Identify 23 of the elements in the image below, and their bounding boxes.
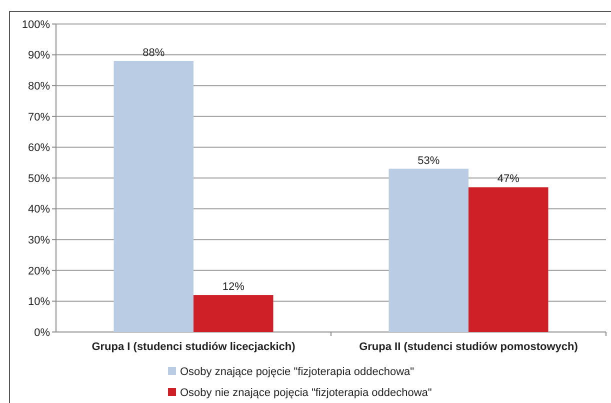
x-tick-label: Grupa I (studenci studiów licecjackich) <box>92 341 296 353</box>
y-tick-label: 0% <box>34 326 50 339</box>
bar <box>468 187 548 332</box>
y-tick-label: 10% <box>28 296 50 308</box>
data-label: 53% <box>418 154 440 167</box>
y-tick-label: 100% <box>22 18 50 31</box>
y-tick-label: 30% <box>28 234 50 246</box>
y-tick-label: 50% <box>28 172 50 185</box>
y-tick-label: 70% <box>28 111 50 124</box>
y-tick-label: 40% <box>28 204 50 216</box>
bar <box>194 295 274 332</box>
bar <box>114 60 194 332</box>
y-tick-label: 90% <box>28 50 50 62</box>
y-tick-label: 60% <box>28 142 50 154</box>
legend-label: Osoby nie znające pojęcia "fizjoterapia oddechowa" <box>180 386 432 399</box>
y-tick-label: 80% <box>28 80 50 92</box>
bar <box>388 168 468 332</box>
x-tick-label: Grupa II (studenci studiów pomostowych) <box>359 341 578 353</box>
legend-label: Osoby znające pojęcie "fizjoterapia oddechowa" <box>180 366 414 378</box>
data-label: 12% <box>222 281 245 294</box>
y-tick-label: 20% <box>28 265 50 278</box>
data-label: 88% <box>142 46 165 59</box>
data-label: 47% <box>497 173 520 186</box>
